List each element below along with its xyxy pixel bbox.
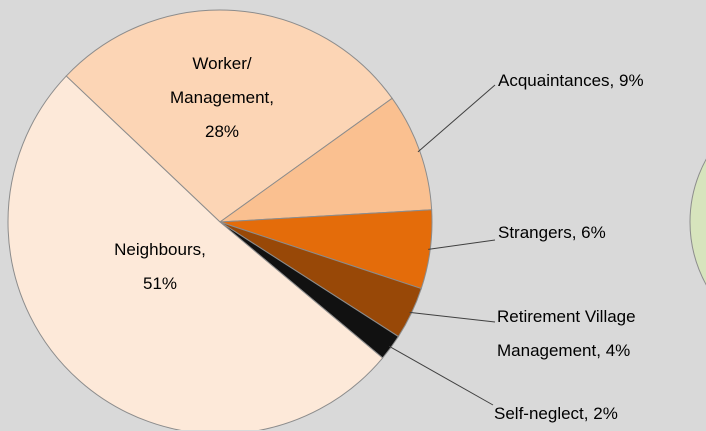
slice-label: Worker/ Management, 28%	[152, 47, 292, 149]
value-label: 6%	[581, 223, 606, 242]
separator: ,	[596, 341, 606, 360]
separator: ,	[571, 223, 582, 242]
category-name: Acquaintances	[498, 71, 610, 90]
pie-slice	[7, 75, 384, 430]
value-label: 51%	[142, 274, 178, 293]
slice-label: Retirement Village Management, 4%	[497, 300, 657, 368]
value-label: 9%	[618, 71, 644, 90]
leader-line	[409, 311, 496, 323]
separator: ,	[609, 71, 619, 90]
second-pie-edge	[689, 158, 706, 286]
category-name: Neighbours	[114, 240, 202, 259]
pie-slice	[65, 9, 393, 223]
pie	[7, 9, 433, 430]
slice-label: Self-neglect, 2%	[494, 397, 618, 431]
leader-lines	[388, 84, 496, 406]
value-label: 2%	[593, 404, 618, 423]
leader-line	[417, 84, 496, 153]
slice-label: Acquaintances, 9%	[498, 64, 644, 98]
leader-line	[388, 345, 494, 406]
value-label: 28%	[204, 122, 240, 141]
slice-label: Neighbours, 51%	[100, 233, 220, 301]
category-name: Self-neglect	[494, 404, 584, 423]
separator: ,	[269, 88, 274, 107]
separator: ,	[583, 404, 594, 423]
separator: ,	[201, 240, 206, 259]
category-name: Retirement Village Management	[497, 307, 636, 360]
slice-label: Strangers, 6%	[498, 216, 606, 250]
leader-line	[428, 239, 496, 250]
value-label: 4%	[605, 341, 631, 360]
category-name: Strangers	[498, 223, 572, 242]
pie-slice	[218, 97, 433, 223]
category-name: Worker/ Management	[170, 54, 270, 107]
